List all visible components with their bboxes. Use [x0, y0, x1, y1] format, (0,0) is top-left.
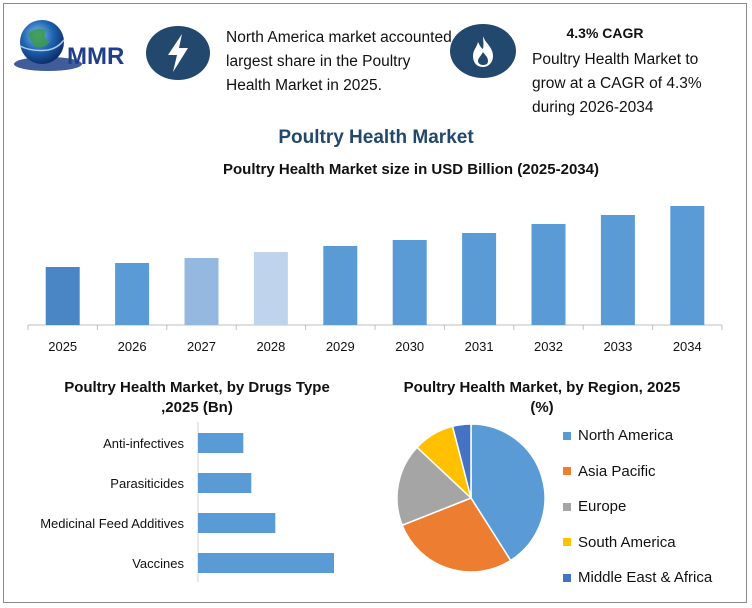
x-tick-label: 2029	[326, 339, 355, 354]
logo-text: MMR	[67, 43, 124, 70]
infographic-frame	[3, 3, 747, 603]
main-title: Poultry Health Market	[278, 127, 474, 148]
lightning-icon-badge	[146, 26, 210, 80]
legend-swatch	[563, 467, 571, 476]
category-label: Anti-infectives	[103, 436, 184, 451]
flame-icon	[473, 36, 493, 67]
legend-swatch	[563, 431, 571, 440]
legend-item: Middle East & Africa	[563, 560, 712, 596]
region-share-note: North America market accounted largest s…	[226, 29, 452, 94]
bar-anti-infectives	[198, 433, 244, 453]
x-tick-label: 2025	[48, 339, 77, 354]
region-chart-title: Poultry Health Market, by Region, 2025 (…	[403, 379, 681, 416]
legend-label: South America	[578, 533, 676, 551]
x-tick-label: 2031	[465, 339, 494, 354]
pie-slice-asia-pacific	[401, 497, 512, 573]
legend-label: Middle East & Africa	[578, 569, 713, 587]
market-size-chart-title: Poultry Health Market size in USD Billio…	[223, 161, 599, 178]
bar-2032	[531, 224, 566, 325]
pie-slice-middle-east-africa	[451, 423, 472, 499]
bar-parasiticides	[198, 473, 252, 493]
legend-swatch	[563, 502, 571, 511]
category-label: Parasiticides	[110, 476, 184, 491]
x-tick-label: 2028	[256, 339, 285, 354]
bar-2031	[462, 233, 497, 325]
bar-2030	[392, 240, 427, 325]
bar-2029	[323, 246, 358, 325]
region-legend: North America Asia Pacific Europe South Ame…	[563, 418, 712, 596]
x-tick-label: 2030	[395, 339, 424, 354]
lightning-bolt-icon	[168, 34, 188, 72]
cagr-note: Poultry Health Market to grow at a CAGR …	[532, 51, 702, 116]
globe-icon: MMR	[14, 20, 124, 71]
bar-2033	[600, 215, 635, 325]
cagr-title: 4.3% CAGR	[566, 25, 644, 41]
mmr-logo: MMR	[12, 16, 137, 78]
drugs-type-bar-chart: Anti-infectives Parasiticides Medicinal Fe…	[40, 422, 334, 582]
x-tick-label: 2026	[118, 339, 147, 354]
bar-medicinal-feed-additives	[198, 513, 276, 533]
drugs-type-chart-title: Poultry Health Market, by Drugs Type ,20…	[64, 379, 330, 416]
pie-slice-europe	[396, 446, 473, 527]
bar-2027	[184, 258, 219, 325]
legend-swatch	[563, 573, 571, 582]
legend-label: Europe	[578, 498, 627, 516]
legend-swatch	[563, 538, 571, 547]
legend-label: Asia Pacific	[578, 462, 656, 480]
flame-icon-badge	[450, 24, 516, 78]
market-size-bar-chart: 2025 2026 2027 2028 2029 2030 2031 2032 2033 2034	[27, 206, 723, 354]
bar-2034	[670, 206, 705, 325]
category-label: Medicinal Feed Additives	[40, 516, 184, 531]
legend-item: Europe	[563, 489, 712, 525]
category-label: Vaccines	[132, 556, 184, 571]
x-tick-label: 2032	[534, 339, 563, 354]
x-tick-label: 2034	[673, 339, 702, 354]
legend-item: South America	[563, 525, 712, 561]
bar-2028	[253, 252, 288, 325]
bar-2025	[45, 267, 80, 325]
legend-item: Asia Pacific	[563, 454, 712, 490]
bar-2026	[115, 263, 150, 325]
bar-vaccines	[198, 553, 334, 573]
legend-label: North America	[578, 427, 674, 445]
region-pie-chart	[396, 423, 546, 573]
legend-item: North America	[563, 418, 712, 454]
x-tick-label: 2027	[187, 339, 216, 354]
x-tick-label: 2033	[603, 339, 632, 354]
